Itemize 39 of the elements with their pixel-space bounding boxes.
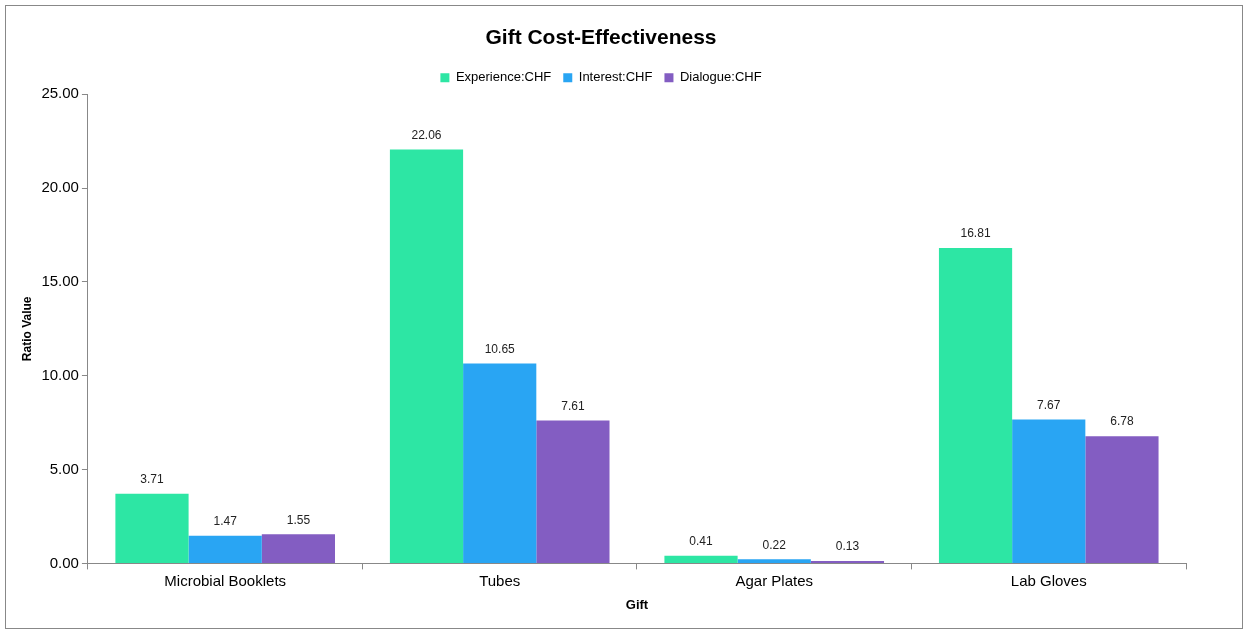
y-tick-label: 5.00 [49,459,79,477]
data-label: 1.55 [286,512,311,527]
y-tick-label: 10.00 [41,365,79,383]
bar [938,247,1013,563]
bar [115,493,189,563]
bar [536,420,610,563]
data-label: 22.06 [411,127,442,142]
bar [188,535,262,563]
bar [389,149,464,563]
y-tick-label: 20.00 [41,178,79,196]
x-tick-label: Lab Gloves [1010,571,1087,589]
data-label: 0.41 [689,534,714,549]
bar [463,363,537,563]
chart-title: Gift Cost-Effectiveness [485,25,717,49]
legend-label: Dialogue:CHF [679,69,762,85]
y-tick-label: 25.00 [41,84,79,102]
bar [261,534,335,563]
data-label: 7.61 [561,398,585,413]
data-label: 3.71 [140,472,164,487]
bar [737,559,811,563]
data-label: 1.47 [213,514,238,529]
bar [1085,436,1159,563]
legend-label: Experience:CHF [455,69,552,85]
x-axis-title: Gift [625,596,649,612]
legend-label: Interest:CHF [578,69,653,85]
x-tick-label: Agar Plates [735,571,813,589]
y-tick-label: 0.00 [49,553,79,571]
y-axis-title: Ratio Value [19,296,34,362]
data-label: 7.67 [1037,397,1061,412]
bar [1012,419,1086,563]
bar [664,555,738,563]
x-tick-label: Microbial Booklets [164,571,287,589]
data-label: 16.81 [960,226,991,241]
y-tick-label: 15.00 [41,272,79,290]
x-tick-label: Tubes [479,571,521,589]
data-label: 0.13 [835,539,860,554]
data-label: 10.65 [484,341,516,356]
data-label: 6.78 [1110,414,1134,429]
data-label: 0.22 [762,537,787,552]
